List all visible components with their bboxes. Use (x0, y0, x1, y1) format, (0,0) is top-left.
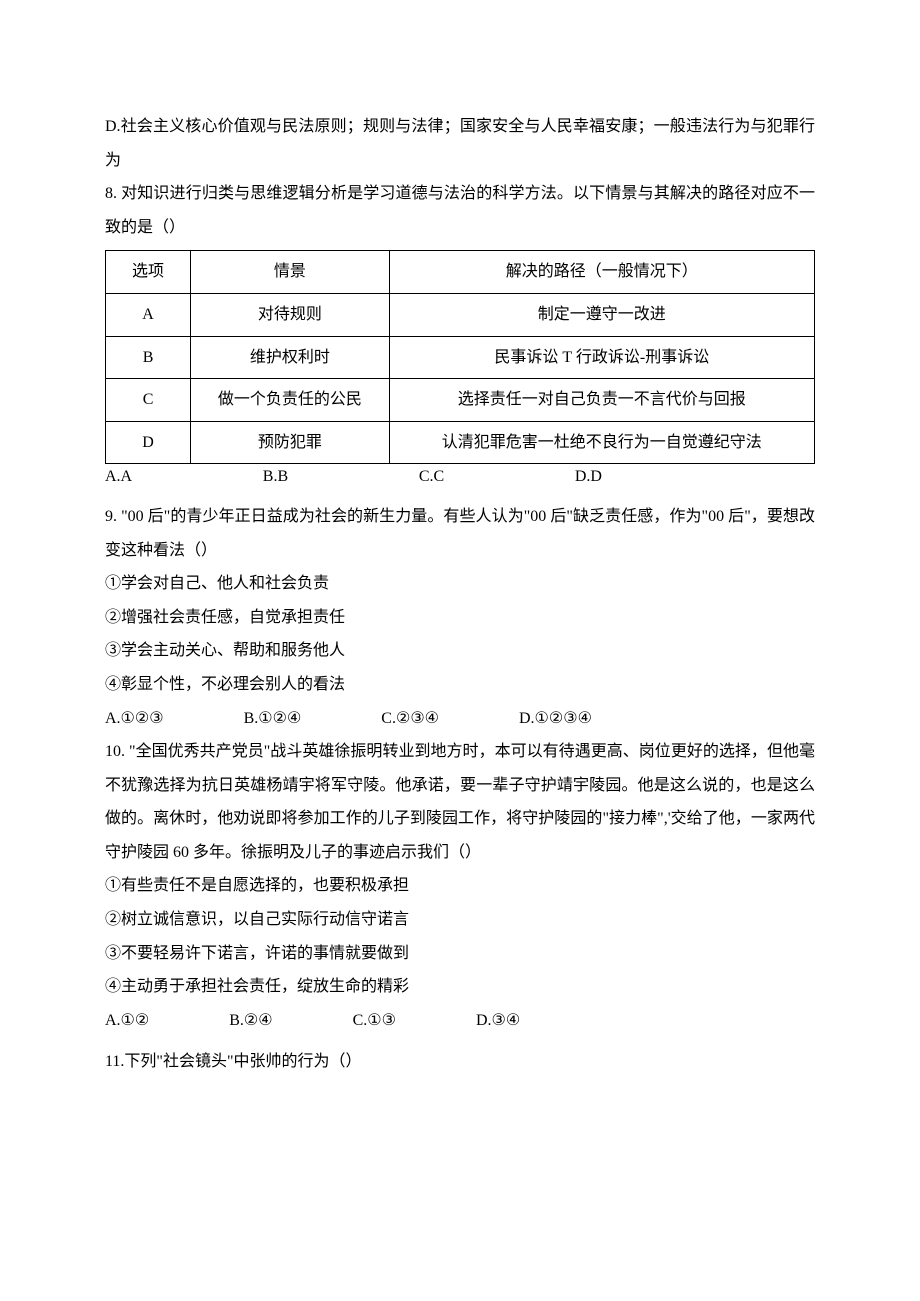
q7-option-d: D.社会主义核心价值观与民法原则；规则与法律；国家安全与人民幸福安康；一般违法行… (105, 110, 815, 177)
q10-statement-3: ③不要轻易许下诺言，许诺的事情就要做到 (105, 937, 815, 971)
q9-option-c: C.②③④ (381, 702, 439, 736)
table-header: 解决的路径（一般情况下） (389, 251, 814, 294)
table-cell: B (106, 336, 191, 379)
table-row: C 做一个负责任的公民 选择责任一对自己负责一不言代价与回报 (106, 379, 815, 422)
q8-table: 选项 情景 解决的路径（一般情况下） A 对待规则 制定一遵守一改进 B 维护权… (105, 250, 815, 464)
table-cell: 制定一遵守一改进 (389, 293, 814, 336)
table-cell: 维护权利时 (191, 336, 390, 379)
document-page: D.社会主义核心价值观与民法原则；规则与法律；国家安全与人民幸福安康；一般违法行… (0, 0, 920, 1139)
q8-option-b: B.B (263, 464, 288, 490)
q9-stem: 9. "00 后"的青少年正日益成为社会的新生力量。有些人认为"00 后"缺乏责… (105, 500, 815, 567)
q9-statement-4: ④彰显个性，不必理会别人的看法 (105, 668, 815, 702)
table-cell: 选择责任一对自己负责一不言代价与回报 (389, 379, 814, 422)
q10-options: A.①② B.②④ C.①③ D.③④ (105, 1004, 815, 1038)
q10-option-b: B.②④ (229, 1004, 272, 1038)
q9-option-b: B.①②④ (244, 702, 302, 736)
table-cell: 预防犯罪 (191, 421, 390, 464)
q8-option-a: A.A (105, 464, 132, 490)
q8-stem: 8. 对知识进行归类与思维逻辑分析是学习道德与法治的科学方法。以下情景与其解决的… (105, 177, 815, 244)
q9-option-d: D.①②③④ (519, 702, 592, 736)
q8-options: A.A B.B C.C D.D (105, 464, 602, 490)
q10-statement-1: ①有些责任不是自愿选择的，也要积极承担 (105, 869, 815, 903)
q9-statement-3: ③学会主动关心、帮助和服务他人 (105, 634, 815, 668)
table-cell: D (106, 421, 191, 464)
q9-statement-2: ②增强社会责任感，自觉承担责任 (105, 601, 815, 635)
q10-option-d: D.③④ (476, 1004, 520, 1038)
table-header: 情景 (191, 251, 390, 294)
q11-stem: 11.下列"社会镜头"中张帅的行为（） (105, 1045, 815, 1079)
table-row: B 维护权利时 民事诉讼 T 行政诉讼-刑事诉讼 (106, 336, 815, 379)
table-header: 选项 (106, 251, 191, 294)
table-header-row: 选项 情景 解决的路径（一般情况下） (106, 251, 815, 294)
q10-option-a: A.①② (105, 1004, 149, 1038)
q8-option-c: C.C (419, 464, 444, 490)
table-cell: 民事诉讼 T 行政诉讼-刑事诉讼 (389, 336, 814, 379)
table-row: D 预防犯罪 认清犯罪危害一杜绝不良行为一自觉遵纪守法 (106, 421, 815, 464)
q9-options: A.①②③ B.①②④ C.②③④ D.①②③④ (105, 702, 815, 736)
table-cell: 做一个负责任的公民 (191, 379, 390, 422)
table-cell: 认清犯罪危害一杜绝不良行为一自觉遵纪守法 (389, 421, 814, 464)
q10-statement-2: ②树立诚信意识，以自己实际行动信守诺言 (105, 903, 815, 937)
q9-option-a: A.①②③ (105, 702, 164, 736)
table-cell: C (106, 379, 191, 422)
q10-stem: 10. "全国优秀共产党员"战斗英雄徐振明转业到地方时，本可以有待遇更高、岗位更… (105, 735, 815, 869)
q10-statement-4: ④主动勇于承担社会责任，绽放生命的精彩 (105, 970, 815, 1004)
table-cell: A (106, 293, 191, 336)
table-cell: 对待规则 (191, 293, 390, 336)
q8-option-d: D.D (575, 464, 602, 490)
q10-option-c: C.①③ (353, 1004, 396, 1038)
q9-statement-1: ①学会对自己、他人和社会负责 (105, 567, 815, 601)
table-row: A 对待规则 制定一遵守一改进 (106, 293, 815, 336)
